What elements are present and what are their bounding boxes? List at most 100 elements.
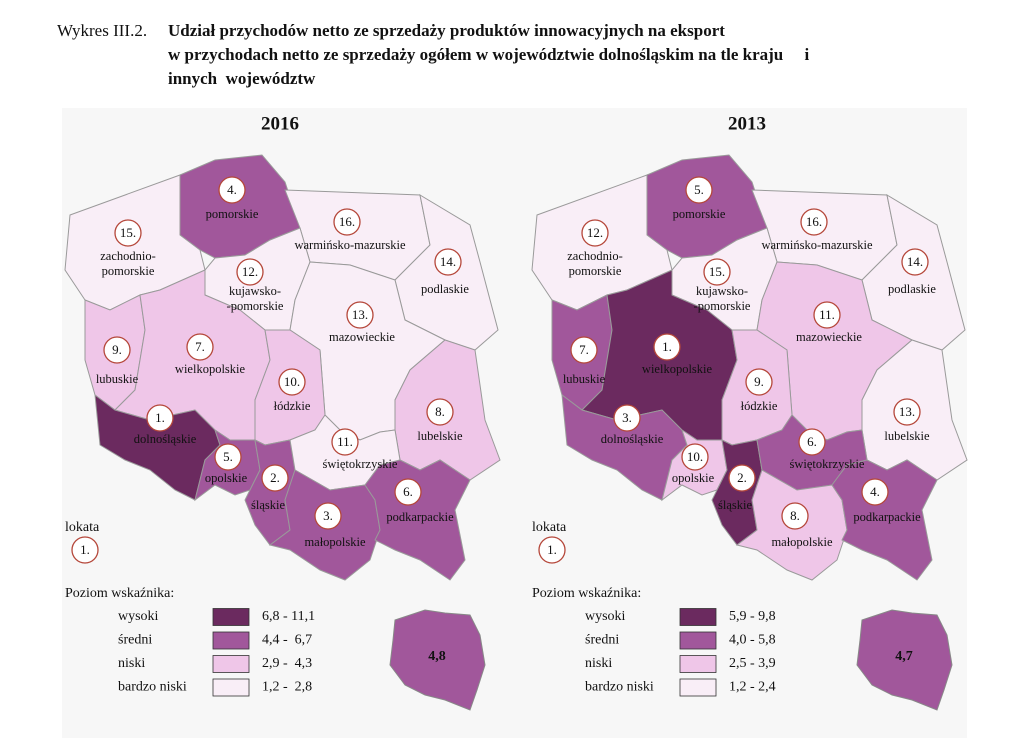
legend-label: wysoki <box>585 609 626 624</box>
legend-range: 2,9 - 4,3 <box>262 656 312 671</box>
country-value: 4,7 <box>895 649 913 664</box>
rank-label: 9. <box>112 342 122 357</box>
rank-badge <box>685 176 713 204</box>
rank-label: 14. <box>440 254 456 269</box>
region-name: małopolskie <box>771 535 833 549</box>
map: 2013 5. pomorskie 12. zachodnio-pomorskie 16.… <box>531 113 968 711</box>
rank-badge <box>261 464 289 492</box>
rank-badge <box>861 478 889 506</box>
rank-legend-label: lokata <box>532 520 567 535</box>
country-value: 4,8 <box>428 649 446 664</box>
rank-label: 16. <box>339 214 355 229</box>
region-name: pomorskie <box>206 207 259 221</box>
region-name: śląskie <box>718 498 752 512</box>
region-name: warmińsko-mazurskie <box>761 238 873 252</box>
rank-badge <box>186 333 214 361</box>
rank-label: 4. <box>870 484 880 499</box>
legend-range: 5,9 - 9,8 <box>729 609 776 624</box>
rank-label: 1. <box>662 339 672 354</box>
rank-label: 2. <box>270 470 280 485</box>
rank-label: 5. <box>694 182 704 197</box>
region-name: podkarpackie <box>386 510 454 524</box>
rank-label: 10. <box>687 449 703 464</box>
legend-swatch <box>212 655 250 673</box>
region-name: mazowieckie <box>796 330 862 344</box>
country-map: 4,8 <box>389 609 486 711</box>
legend-label: bardzo niski <box>585 680 654 695</box>
rank-label: 15. <box>120 225 136 240</box>
rank-badge <box>333 208 361 236</box>
region-name: świętokrzyskie <box>323 457 398 471</box>
rank-badge <box>331 428 359 456</box>
rank-badge <box>745 368 773 396</box>
rank-label: 3. <box>323 508 333 523</box>
figure-number: Wykres III.2. <box>57 21 147 40</box>
region-name: dolnośląskie <box>134 432 197 446</box>
legend-swatch <box>679 631 717 650</box>
title-line: Udział przychodów netto ze sprzedaży pro… <box>168 21 725 40</box>
rank-label: 10. <box>284 374 300 389</box>
region-name: podlaskie <box>888 282 936 296</box>
legend-label: bardzo niski <box>118 680 187 695</box>
region-name: dolnośląskie <box>601 432 664 446</box>
rank-badge <box>278 368 306 396</box>
legend-range: 1,2 - 2,4 <box>729 680 776 695</box>
rank-badge <box>653 333 681 361</box>
legend-range: 2,5 - 3,9 <box>729 656 776 671</box>
title-line: innych województw <box>168 69 316 88</box>
title-line: w przychodach netto ze sprzedaży ogółem … <box>168 45 809 64</box>
region-name: mazowieckie <box>329 330 395 344</box>
rank-badge <box>146 404 174 432</box>
rank-label: 14. <box>907 254 923 269</box>
region-name: kujawsko- <box>229 284 281 298</box>
region <box>364 459 471 581</box>
legend-range: 6,8 - 11,1 <box>262 609 315 624</box>
legend-label: wysoki <box>118 609 159 624</box>
country-shape <box>856 609 953 711</box>
rank-badge <box>613 404 641 432</box>
region-name: świętokrzyskie <box>790 457 865 471</box>
rank-badge <box>798 428 826 456</box>
region-name: lubuskie <box>96 372 139 386</box>
legend-range: 4,4 - 6,7 <box>262 633 312 648</box>
country-map: 4,7 <box>856 609 953 711</box>
region-name: -pomorskie <box>227 299 284 313</box>
map-year: 2016 <box>261 113 299 134</box>
rank-label: 13. <box>899 404 915 419</box>
legend-swatch <box>212 678 250 697</box>
rank-badge <box>703 258 731 286</box>
rank-label: 16. <box>806 214 822 229</box>
rank-badge <box>781 502 809 530</box>
rank-badge <box>214 443 242 471</box>
rank-legend-example: 1. <box>80 542 90 557</box>
region <box>831 459 938 581</box>
rank-label: 6. <box>807 434 817 449</box>
rank-label: 15. <box>709 264 725 279</box>
rank-legend-badge <box>71 536 99 564</box>
rank-badge <box>103 336 131 364</box>
legend-title: Poziom wskaźnika: <box>65 586 174 601</box>
rank-badge <box>728 464 756 492</box>
legend-label: średni <box>585 633 619 648</box>
rank-badge <box>570 336 598 364</box>
region-name: lubelskie <box>884 429 930 443</box>
rank-label: 11. <box>337 434 353 449</box>
region-name: podlaskie <box>421 282 469 296</box>
rank-label: 11. <box>819 307 835 322</box>
map-year: 2013 <box>728 113 766 134</box>
region-name: lubuskie <box>563 372 606 386</box>
region-name: śląskie <box>251 498 285 512</box>
region-name: wielkopolskie <box>175 362 246 376</box>
map: 2016 4. pomorskie 15. zachodnio-pomorskie 16.… <box>64 113 501 711</box>
rank-badge <box>581 219 609 247</box>
rank-legend-example: 1. <box>547 542 557 557</box>
rank-label: 12. <box>587 225 603 240</box>
region-name: opolskie <box>205 471 248 485</box>
region-name: warmińsko-mazurskie <box>294 238 406 252</box>
rank-badge <box>800 208 828 236</box>
rank-badge <box>434 248 462 276</box>
rank-label: 12. <box>242 264 258 279</box>
region-name: pomorskie <box>102 264 155 278</box>
